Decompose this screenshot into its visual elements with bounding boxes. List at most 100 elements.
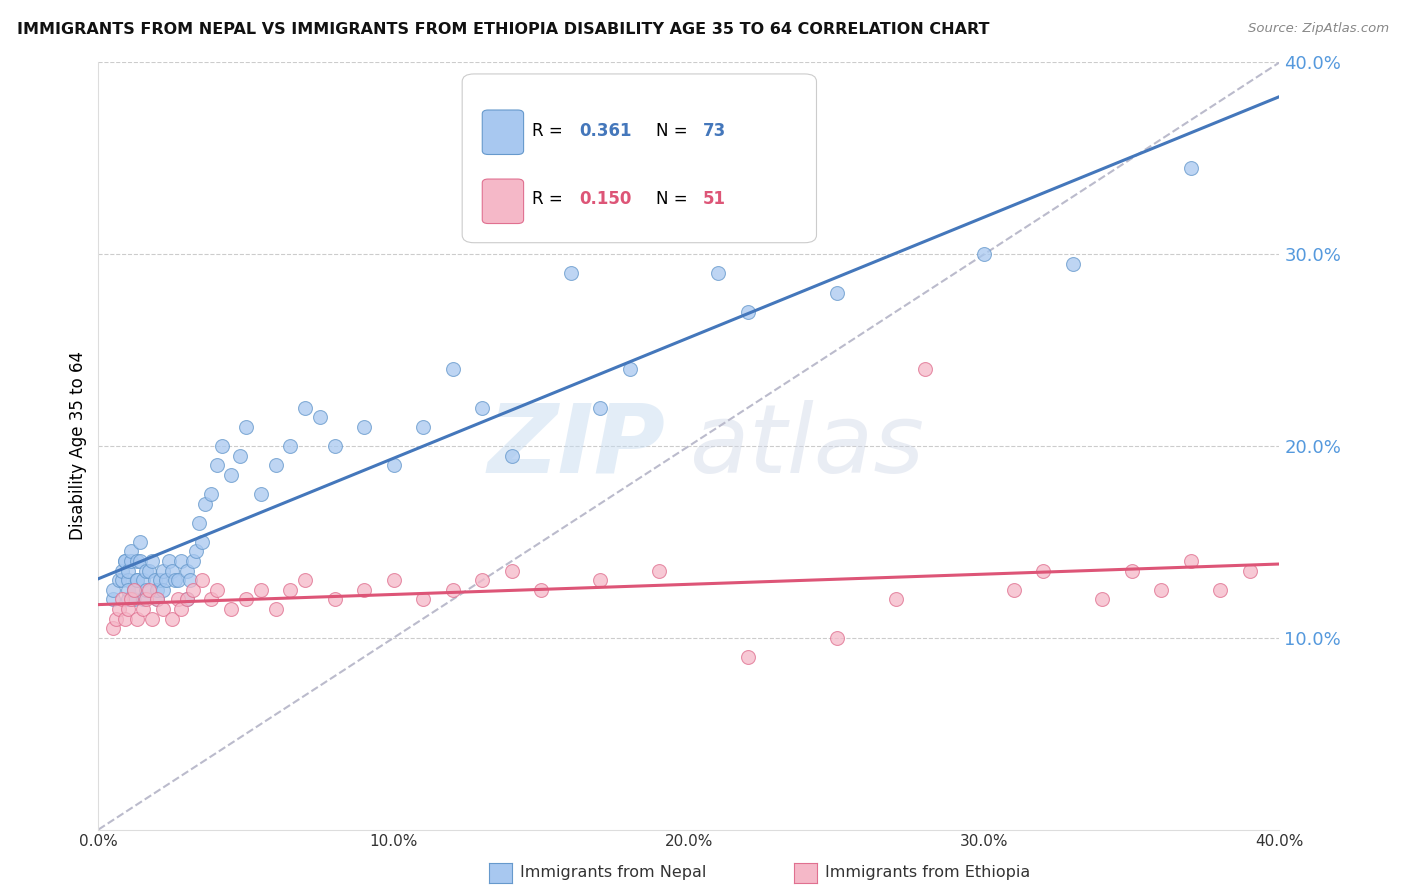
Point <box>707 266 730 280</box>
Point <box>884 592 907 607</box>
Point <box>501 564 523 578</box>
Point <box>471 574 494 588</box>
Point <box>146 582 169 597</box>
Point <box>412 592 434 607</box>
Point <box>530 582 553 597</box>
Point <box>205 458 228 473</box>
Point <box>146 592 169 607</box>
Point <box>412 420 434 434</box>
Point <box>619 362 641 376</box>
Point <box>589 401 612 415</box>
Point <box>167 574 190 588</box>
Point <box>122 582 145 597</box>
Point <box>1209 582 1232 597</box>
Point <box>221 602 243 616</box>
Point <box>108 602 131 616</box>
Point <box>143 574 166 588</box>
Point <box>191 574 214 588</box>
Point <box>205 582 228 597</box>
Point <box>501 449 523 463</box>
Point <box>114 554 136 568</box>
Point <box>973 247 995 261</box>
Text: 0.150: 0.150 <box>579 190 631 208</box>
Point <box>152 602 174 616</box>
Point <box>264 602 287 616</box>
Point <box>125 574 148 588</box>
Point <box>114 554 136 568</box>
Text: atlas: atlas <box>689 400 924 492</box>
Point <box>120 544 142 558</box>
Point <box>382 574 405 588</box>
Point <box>181 582 204 597</box>
Point <box>294 401 316 415</box>
Point <box>117 592 139 607</box>
Point <box>146 592 169 607</box>
Point <box>441 362 464 376</box>
Point <box>128 554 150 568</box>
Point <box>353 420 375 434</box>
Point <box>157 554 180 568</box>
Point <box>589 574 612 588</box>
Text: 51: 51 <box>703 190 725 208</box>
Point <box>114 612 136 626</box>
Point <box>111 564 134 578</box>
Point <box>108 574 131 588</box>
Point <box>176 592 198 607</box>
Point <box>235 420 257 434</box>
Point <box>141 612 163 626</box>
Point <box>117 564 139 578</box>
Y-axis label: Disability Age 35 to 64: Disability Age 35 to 64 <box>69 351 87 541</box>
Point <box>176 592 198 607</box>
Point <box>117 582 139 597</box>
Point <box>187 516 209 530</box>
Point <box>138 582 160 597</box>
Text: ZIP: ZIP <box>488 400 665 492</box>
Point <box>103 592 125 607</box>
Point <box>149 574 172 588</box>
Text: 0.361: 0.361 <box>579 122 631 140</box>
Point <box>1239 564 1261 578</box>
Point <box>229 449 252 463</box>
Point <box>221 467 243 482</box>
Point <box>309 410 332 425</box>
Text: Source: ZipAtlas.com: Source: ZipAtlas.com <box>1249 22 1389 36</box>
Point <box>135 592 157 607</box>
Point <box>211 439 233 453</box>
FancyBboxPatch shape <box>463 74 817 243</box>
Point <box>323 592 346 607</box>
Point <box>138 564 160 578</box>
Point <box>120 592 142 607</box>
FancyBboxPatch shape <box>482 110 523 154</box>
Point <box>825 631 848 645</box>
Point <box>200 487 222 501</box>
Text: Immigrants from Ethiopia: Immigrants from Ethiopia <box>825 865 1031 880</box>
Point <box>235 592 257 607</box>
Text: IMMIGRANTS FROM NEPAL VS IMMIGRANTS FROM ETHIOPIA DISABILITY AGE 35 TO 64 CORREL: IMMIGRANTS FROM NEPAL VS IMMIGRANTS FROM… <box>17 22 990 37</box>
Point <box>1032 564 1054 578</box>
Text: Immigrants from Nepal: Immigrants from Nepal <box>520 865 707 880</box>
Point <box>264 458 287 473</box>
Point <box>122 582 145 597</box>
Point <box>560 266 582 280</box>
Point <box>176 564 198 578</box>
Point <box>1121 564 1143 578</box>
Point <box>191 535 214 549</box>
Point <box>141 554 163 568</box>
Point <box>103 621 125 635</box>
Point <box>165 574 187 588</box>
Point <box>125 612 148 626</box>
Point <box>128 535 150 549</box>
Point <box>914 362 936 376</box>
Point <box>111 592 134 607</box>
Point <box>132 592 155 607</box>
Point <box>250 487 273 501</box>
Point <box>737 649 759 664</box>
Point <box>103 582 125 597</box>
Point <box>170 554 193 568</box>
Point <box>200 592 222 607</box>
Point <box>1002 582 1025 597</box>
Point <box>179 574 201 588</box>
Point <box>181 554 204 568</box>
Point <box>825 285 848 300</box>
Point <box>125 574 148 588</box>
